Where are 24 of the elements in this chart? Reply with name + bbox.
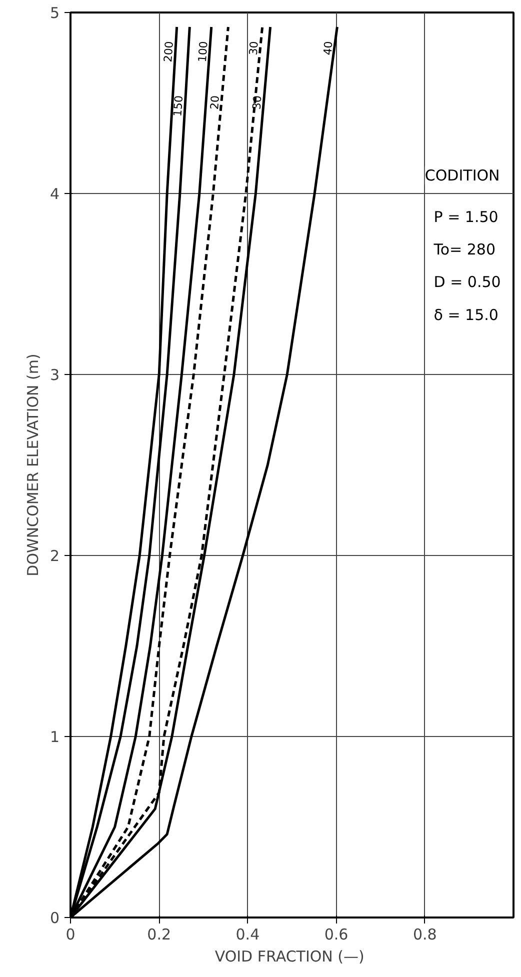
y-tick-label: 1 <box>50 728 60 746</box>
x-tick-label: 0.8 <box>412 926 437 944</box>
text: 200 <box>162 40 176 63</box>
text: 40 <box>321 40 336 56</box>
y-tick-label: 5 <box>50 4 60 22</box>
y-axis-title: DOWNCOMER ELEVATION (m) <box>24 354 42 576</box>
y-tick-label: 4 <box>50 185 60 203</box>
y-tick-label: 0 <box>50 909 60 927</box>
x-tick-label: 0.6 <box>324 926 348 944</box>
annotation: δ = 15.0 <box>434 306 498 324</box>
annotation: P = 1.50 <box>434 208 498 226</box>
text: 20 <box>208 95 222 110</box>
y-tick-label: 3 <box>50 366 60 384</box>
text: 100 <box>196 40 210 63</box>
y-tick-label: 2 <box>50 547 60 565</box>
text: 30 <box>246 40 261 56</box>
annotation: To= 280 <box>432 240 496 259</box>
x-tick-label: 0.2 <box>147 926 172 944</box>
x-tick-label: 0.4 <box>236 926 260 944</box>
annotation: CODITION <box>424 166 500 184</box>
x-axis-title: VOID FRACTION (—) <box>214 948 364 966</box>
x-tick-label: 0 <box>66 926 76 944</box>
text: 150 <box>171 95 186 117</box>
annotation: D = 0.50 <box>434 273 501 292</box>
